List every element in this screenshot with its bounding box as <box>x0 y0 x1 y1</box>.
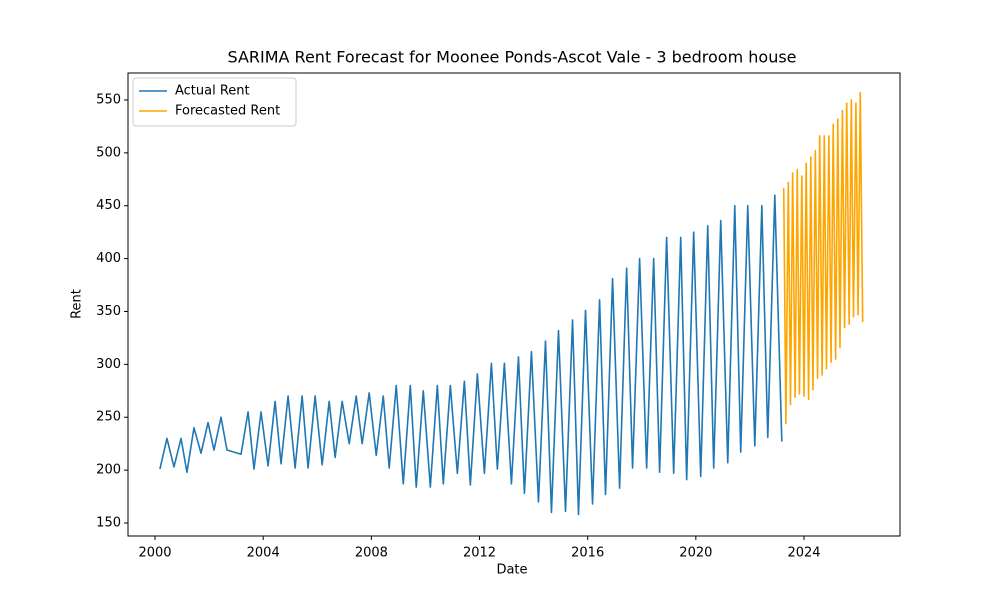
y-tick-label: 200 <box>96 463 121 478</box>
x-tick-label: 2004 <box>247 546 280 561</box>
x-tick-label: 2000 <box>138 546 171 561</box>
y-tick-label: 250 <box>96 410 121 425</box>
y-tick-label: 300 <box>96 357 121 372</box>
y-tick-label: 550 <box>96 92 121 107</box>
legend-label: Actual Rent <box>175 84 250 99</box>
y-axis-label: Rent <box>70 289 85 319</box>
x-tick-label: 2012 <box>463 546 496 561</box>
y-tick-label: 500 <box>96 145 121 160</box>
y-tick-label: 450 <box>96 198 121 213</box>
y-tick-label: 350 <box>96 304 121 319</box>
x-tick-label: 2020 <box>679 546 712 561</box>
x-tick-label: 2016 <box>571 546 604 561</box>
y-tick-label: 400 <box>96 251 121 266</box>
x-axis-label: Date <box>496 563 527 578</box>
y-tick-label: 150 <box>96 515 121 530</box>
series-line <box>782 91 864 425</box>
x-tick-label: 2024 <box>787 546 820 561</box>
chart-title: SARIMA Rent Forecast for Moonee Ponds-As… <box>227 48 796 67</box>
plot-frame <box>127 72 901 537</box>
x-tick-label: 2008 <box>355 546 388 561</box>
legend-box <box>132 77 297 127</box>
legend-label: Forecasted Rent <box>175 104 280 119</box>
series-line <box>159 194 783 516</box>
